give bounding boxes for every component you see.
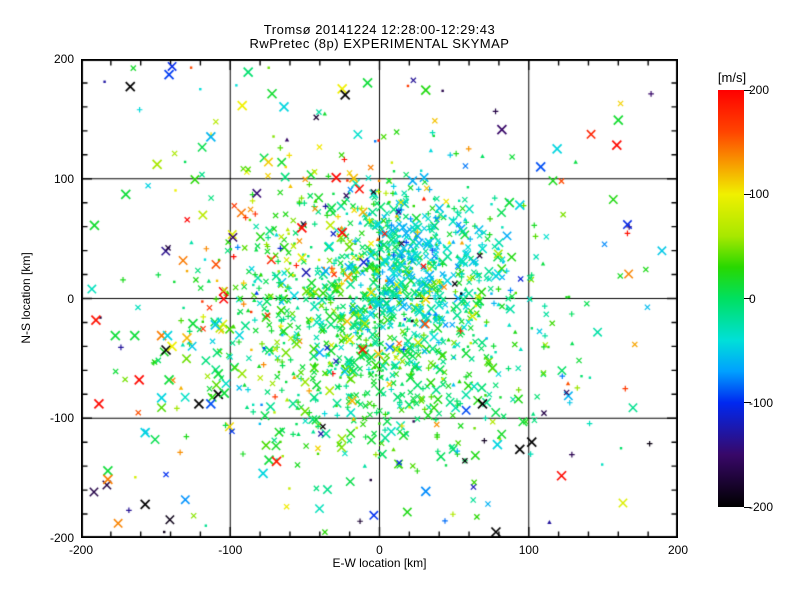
colorbar-tick-mark: [744, 89, 751, 91]
colorbar-tick-label: 0: [749, 291, 756, 306]
colorbar-tick-label: -100: [749, 395, 774, 410]
chart-subtitle: RwPretec (8p) EXPERIMENTAL SKYMAP: [249, 36, 510, 51]
y-tick-label: 200: [53, 52, 74, 66]
colorbar-tick-mark: [744, 298, 751, 299]
x-tick-label: 0: [376, 543, 383, 557]
x-axis-label: E-W location [km]: [332, 556, 427, 570]
colorbar-tick-mark: [744, 506, 751, 508]
scatter-canvas: [81, 59, 678, 538]
y-tick-label: -100: [49, 411, 74, 426]
x-tick-label: -200: [68, 543, 94, 557]
colorbar-gradient: [718, 90, 744, 507]
x-tick-label: 100: [518, 543, 539, 557]
colorbar-tick-mark: [744, 402, 751, 404]
colorbar-tick-label: 200: [749, 83, 770, 97]
y-tick-label: 0: [67, 291, 74, 306]
chart-title: Tromsø 20141224 12:28:00-12:29:43: [263, 22, 496, 37]
plot-area: [81, 59, 678, 538]
y-tick-label: -200: [49, 531, 74, 545]
colorbar-tick-mark: [744, 193, 751, 195]
x-tick-label: 200: [667, 543, 689, 557]
x-tick-label: -100: [218, 543, 243, 557]
y-tick-label: 100: [53, 171, 74, 186]
colorbar-tick-label: 100: [749, 187, 770, 202]
colorbar-title: [m/s]: [717, 70, 747, 85]
colorbar-tick-label: -200: [749, 500, 774, 514]
